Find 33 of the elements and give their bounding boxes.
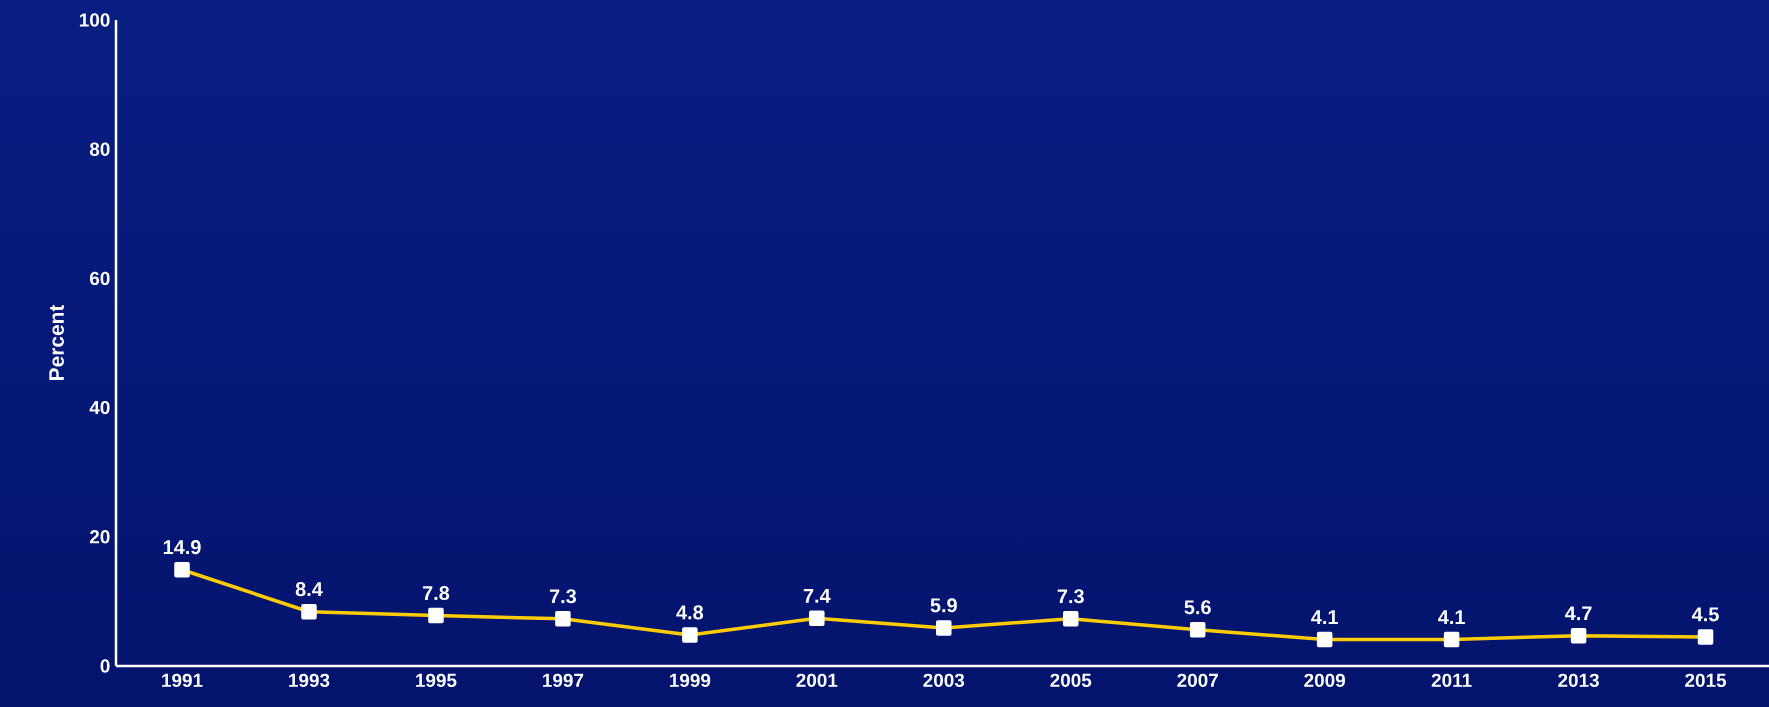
- data-label: 7.4: [803, 588, 831, 603]
- x-tick-label: 2009: [1304, 673, 1345, 688]
- y-tick-label: 60: [89, 271, 110, 286]
- y-tick-label: 40: [89, 400, 110, 415]
- y-tick-label: 100: [79, 13, 110, 27]
- x-tick-label: 2013: [1558, 673, 1599, 688]
- data-label: 5.9: [930, 598, 957, 613]
- data-label: 7.3: [1057, 589, 1084, 604]
- data-label: 14.9: [163, 540, 201, 555]
- x-tick-label: 2015: [1685, 673, 1727, 688]
- x-tick-label: 1999: [669, 673, 711, 688]
- x-tick-label: 2005: [1050, 673, 1092, 688]
- data-label: 8.4: [295, 582, 323, 597]
- data-label: 4.8: [676, 605, 704, 620]
- data-label: 7.8: [422, 585, 450, 601]
- x-tick-label: 1997: [543, 673, 584, 688]
- data-label: 4.1: [1438, 610, 1465, 624]
- data-label: 4.5: [1691, 607, 1719, 622]
- y-tick-label: 20: [89, 530, 110, 544]
- data-label: 7.3: [549, 589, 577, 604]
- y-axis-title: Percent: [49, 304, 64, 380]
- data-label: 5.6: [1184, 600, 1211, 615]
- y-tick-label: 0: [100, 659, 110, 673]
- data-label: 4.1: [1311, 610, 1338, 624]
- x-tick-label: 1993: [289, 673, 330, 688]
- x-tick-label: 1995: [416, 673, 457, 688]
- x-tick-label: 2007: [1177, 673, 1218, 688]
- x-tick-label: 2001: [796, 673, 838, 688]
- x-tick-label: 2003: [923, 673, 965, 688]
- y-tick-label: 80: [89, 142, 110, 156]
- x-tick-label: 1991: [162, 673, 203, 688]
- data-label: 4.7: [1565, 606, 1592, 621]
- x-tick-label: 2011: [1431, 673, 1472, 688]
